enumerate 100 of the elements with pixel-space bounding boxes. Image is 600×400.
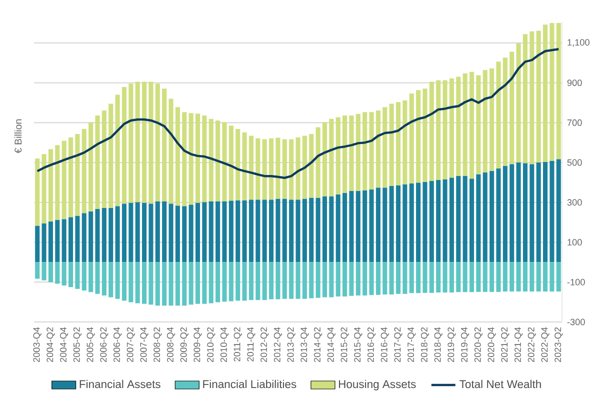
- bar: [456, 176, 461, 262]
- bar: [556, 262, 561, 292]
- bar: [402, 100, 408, 184]
- bar: [202, 115, 207, 202]
- bar: [376, 110, 380, 188]
- x-tick-label: 2022-Q4: [541, 327, 550, 362]
- x-tick-label: 2021-Q4: [514, 327, 523, 362]
- bar: [556, 159, 561, 262]
- bar: [195, 262, 200, 304]
- bar: [282, 262, 287, 299]
- bar: [276, 262, 280, 300]
- bar: [248, 136, 254, 200]
- bar: [222, 122, 227, 202]
- bar: [155, 84, 160, 202]
- bar: [262, 139, 267, 200]
- bar: [75, 262, 80, 289]
- bar: [62, 140, 66, 220]
- x-tick-label: 2004-Q2: [46, 327, 55, 362]
- bar: [195, 202, 200, 262]
- bar: [429, 262, 434, 293]
- bar: [55, 262, 60, 284]
- bar: [416, 90, 421, 183]
- bar: [102, 110, 106, 208]
- bar: [516, 43, 521, 163]
- x-tick-label: 2013-Q2: [287, 327, 296, 362]
- bar: [175, 262, 180, 306]
- bar: [302, 136, 307, 199]
- y-tick-label: -300: [567, 318, 585, 326]
- bar: [530, 164, 534, 262]
- bar: [216, 262, 220, 302]
- bar: [389, 186, 394, 262]
- bar: [536, 262, 541, 292]
- bar: [155, 262, 160, 306]
- bar: [496, 62, 501, 169]
- bar: [362, 112, 368, 190]
- bar: [442, 262, 448, 292]
- bar: [436, 80, 441, 180]
- x-tick-label: 2017-Q2: [394, 327, 402, 362]
- x-tick-label: 2007-Q2: [126, 327, 135, 362]
- x-tick-label: 2018-Q4: [434, 327, 442, 362]
- bar: [115, 206, 120, 262]
- bar: [88, 262, 94, 292]
- bar: [362, 262, 368, 296]
- bar: [108, 208, 114, 262]
- bar: [68, 137, 74, 218]
- bar: [382, 107, 388, 188]
- bar: [62, 219, 66, 262]
- bar: [102, 208, 106, 262]
- legend-label: Housing Assets: [338, 380, 416, 390]
- bar: [516, 162, 521, 262]
- x-tick-label: 2019-Q2: [448, 327, 456, 362]
- bar: [336, 117, 340, 194]
- bar: [336, 262, 340, 296]
- bar: [236, 200, 240, 262]
- bar: [108, 262, 114, 298]
- bar: [168, 204, 174, 262]
- bar: [302, 262, 307, 299]
- legend-label: Total Net Wealth: [460, 380, 541, 388]
- bar: [316, 262, 320, 298]
- bar: [376, 188, 380, 262]
- x-tick-label: 2005-Q4: [86, 327, 95, 362]
- bar: [322, 196, 327, 262]
- bar: [262, 200, 267, 262]
- bar: [436, 180, 441, 262]
- bar: [42, 262, 46, 280]
- bar: [322, 122, 327, 196]
- bar: [168, 262, 174, 306]
- bar: [88, 122, 94, 212]
- bar: [95, 262, 100, 294]
- bar: [82, 213, 86, 262]
- bar: [422, 88, 428, 182]
- x-tick-label: 2009-Q4: [194, 327, 202, 362]
- bar: [309, 262, 314, 298]
- bar: [135, 202, 140, 262]
- bar: [155, 201, 160, 262]
- bar: [382, 188, 388, 262]
- bar: [296, 200, 300, 262]
- bar: [228, 126, 234, 201]
- bar: [522, 163, 528, 262]
- bar: [175, 107, 180, 206]
- bar: [342, 115, 348, 193]
- bar: [95, 115, 100, 209]
- x-tick-label: 2015-Q4: [354, 327, 362, 362]
- bar: [476, 262, 481, 292]
- bar: [496, 168, 501, 262]
- x-tick-label: 2008-Q4: [166, 327, 176, 362]
- bar: [336, 194, 340, 262]
- bar: [490, 170, 494, 262]
- y-tick-label: -100: [567, 278, 585, 286]
- bar: [135, 82, 140, 202]
- bar: [342, 192, 348, 262]
- x-tick-label: 2007-Q4: [140, 327, 148, 362]
- bar: [449, 78, 454, 178]
- y-axis-title: € Billion: [14, 119, 22, 154]
- bar: [316, 198, 320, 262]
- bar: [256, 200, 260, 262]
- bar: [329, 196, 334, 262]
- bar: [242, 200, 247, 262]
- bar: [228, 262, 234, 302]
- bar: [262, 262, 267, 300]
